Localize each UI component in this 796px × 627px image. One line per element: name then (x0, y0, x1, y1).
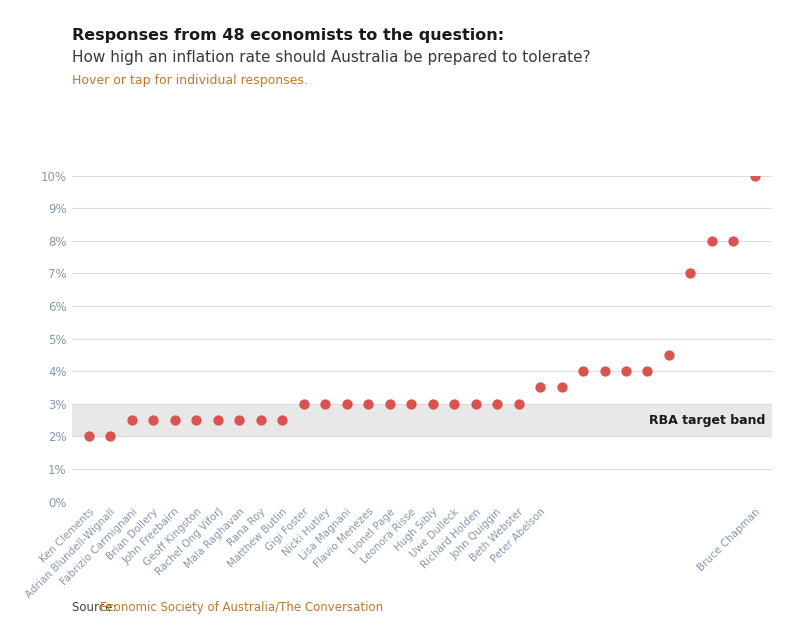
Point (727, 236, 739, 246)
Point (748, 171, 761, 181)
Point (212, 415, 224, 425)
Point (341, 399, 353, 409)
Point (276, 415, 289, 425)
Point (126, 415, 139, 425)
Point (533, 382, 546, 393)
Point (190, 415, 203, 425)
Point (405, 399, 418, 409)
Point (362, 399, 375, 409)
Point (426, 399, 439, 409)
Text: Source:: Source: (72, 601, 119, 614)
Point (83, 431, 96, 441)
Text: Responses from 48 economists to the question:: Responses from 48 economists to the ques… (72, 28, 504, 43)
Point (104, 431, 117, 441)
Point (662, 350, 675, 360)
Text: How high an inflation rate should Australia be prepared to tolerate?: How high an inflation rate should Austra… (72, 50, 591, 65)
Point (641, 366, 654, 376)
Bar (72, 404, 772, 436)
Text: Economic Society of Australia/The Conversation: Economic Society of Australia/The Conver… (100, 601, 383, 614)
Point (255, 415, 267, 425)
Point (576, 366, 589, 376)
Point (555, 382, 568, 393)
Point (684, 268, 696, 278)
Point (619, 366, 632, 376)
Text: Hover or tap for individual responses.: Hover or tap for individual responses. (72, 74, 307, 87)
Point (512, 399, 525, 409)
Point (147, 415, 160, 425)
Point (233, 415, 246, 425)
Point (319, 399, 332, 409)
Point (469, 399, 482, 409)
Point (169, 415, 181, 425)
Point (298, 399, 310, 409)
Point (384, 399, 396, 409)
Point (447, 399, 460, 409)
Point (598, 366, 611, 376)
Point (490, 399, 503, 409)
Point (705, 236, 718, 246)
Text: RBA target band: RBA target band (650, 414, 766, 426)
